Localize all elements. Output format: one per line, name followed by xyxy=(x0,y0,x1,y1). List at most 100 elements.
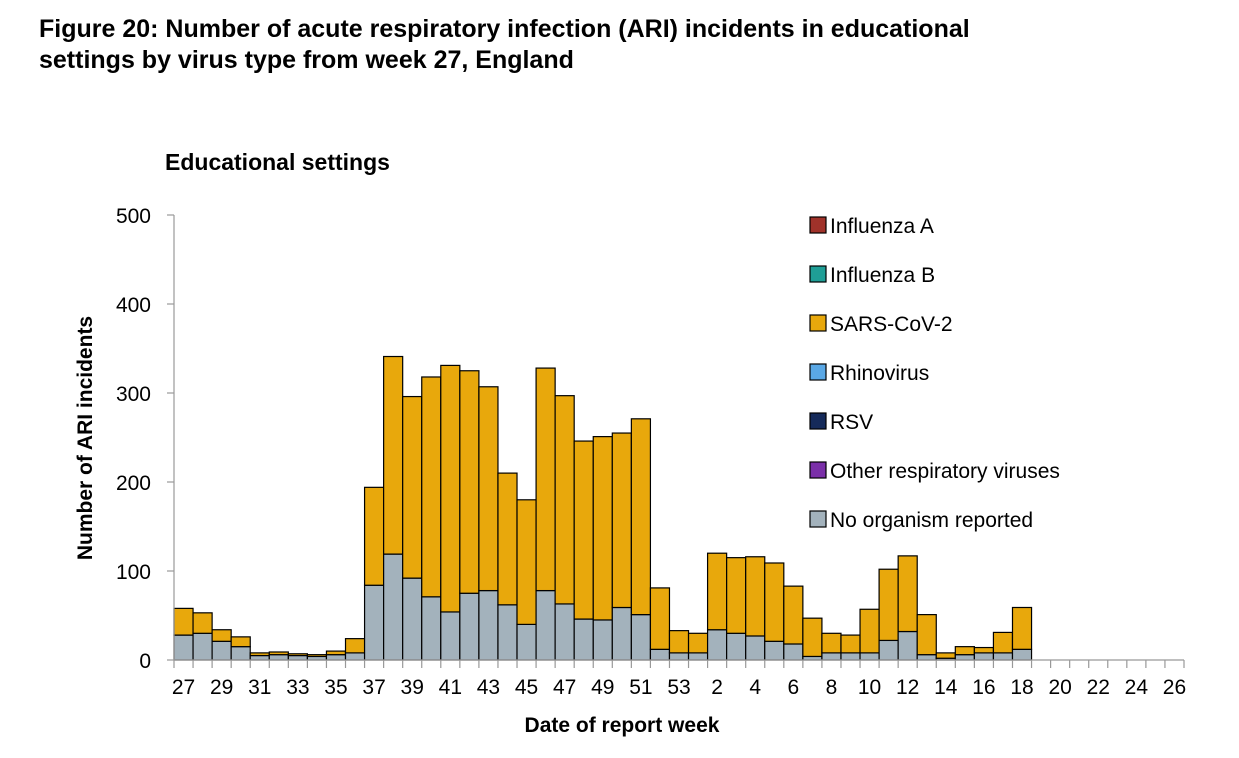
bar-segment xyxy=(573,618,594,661)
x-tick-label: 35 xyxy=(324,676,347,699)
x-tick-label: 27 xyxy=(172,676,195,699)
bar-segment xyxy=(992,652,1014,661)
legend-swatch xyxy=(809,461,827,479)
x-tick-label: 2 xyxy=(711,676,723,699)
bar-segment xyxy=(745,556,766,637)
bar-segment xyxy=(783,585,804,645)
bar-segment xyxy=(649,587,671,650)
legend-swatch xyxy=(809,265,827,283)
bar-segment xyxy=(478,386,499,592)
bars-group xyxy=(173,355,1033,661)
x-tick-label: 37 xyxy=(362,676,385,699)
bar-segment xyxy=(630,614,652,661)
x-tick-label: 6 xyxy=(787,676,799,699)
bar-segment xyxy=(706,629,728,661)
legend-swatch xyxy=(809,314,827,332)
legend-label: Influenza A xyxy=(830,215,934,238)
x-tick-label: 18 xyxy=(1010,676,1033,699)
x-tick-label: 8 xyxy=(826,676,838,699)
legend-label: Other respiratory viruses xyxy=(830,460,1060,483)
y-tick-label: 300 xyxy=(116,383,151,406)
bar-segment xyxy=(173,634,194,661)
x-tick-label: 12 xyxy=(896,676,919,699)
bar-segment xyxy=(440,611,461,661)
x-tick-label: 53 xyxy=(667,676,690,699)
bar-segment xyxy=(211,640,232,661)
x-tick-label: 31 xyxy=(248,676,271,699)
bar-segment xyxy=(192,612,213,634)
bar-segment xyxy=(935,652,956,659)
x-tick-label: 10 xyxy=(858,676,881,699)
x-tick-label: 16 xyxy=(972,676,995,699)
bar-segment xyxy=(249,654,270,661)
bar-segment xyxy=(344,638,366,654)
figure-title-line-1: Figure 20: Number of acute respiratory i… xyxy=(39,15,970,43)
bar-segment xyxy=(383,553,404,661)
bar-segment xyxy=(344,652,366,661)
bar-segment xyxy=(230,646,251,661)
bar-segment xyxy=(497,604,518,661)
x-tick-label: 22 xyxy=(1087,676,1110,699)
bar-segment xyxy=(402,577,423,661)
x-tick-label: 26 xyxy=(1163,676,1186,699)
legend-label: Rhinovirus xyxy=(830,362,929,385)
bar-segment xyxy=(173,607,194,636)
figure-title-line-2: settings by virus type from week 27, Eng… xyxy=(39,46,574,74)
bar-segment xyxy=(954,654,975,661)
bar-segment xyxy=(497,472,518,606)
bar-segment xyxy=(592,436,613,621)
bar-segment xyxy=(535,367,556,592)
bar-segment xyxy=(249,652,270,657)
bar-segment xyxy=(859,652,880,661)
y-tick-label: 200 xyxy=(116,472,151,495)
bar-segment xyxy=(363,486,385,586)
x-tick-label: 41 xyxy=(439,676,462,699)
bar-segment xyxy=(516,499,537,625)
bar-segment xyxy=(459,370,480,594)
bar-segment xyxy=(764,562,785,642)
x-tick-label: 14 xyxy=(934,676,958,699)
bar-segment xyxy=(459,592,480,661)
bar-segment xyxy=(706,552,728,631)
x-tick-label: 20 xyxy=(1048,676,1071,699)
bar-segment xyxy=(306,654,328,658)
bar-segment xyxy=(726,632,747,661)
x-tick-label: 49 xyxy=(591,676,614,699)
legend-swatch xyxy=(809,216,827,234)
bar-segment xyxy=(402,395,423,579)
x-axis-label: Date of report week xyxy=(525,714,720,737)
bar-segment xyxy=(668,652,690,661)
y-tick-label: 400 xyxy=(116,294,151,317)
bar-segment xyxy=(325,654,347,661)
bar-segment xyxy=(992,631,1014,654)
legend-swatch xyxy=(809,363,827,381)
bar-segment xyxy=(973,646,995,654)
bar-segment xyxy=(1011,648,1033,661)
bar-segment xyxy=(440,364,461,613)
bar-segment xyxy=(287,654,308,661)
x-tick-label: 45 xyxy=(515,676,538,699)
bar-segment xyxy=(897,630,918,661)
bar-segment xyxy=(802,617,823,658)
legend-label: Influenza B xyxy=(830,264,935,287)
bar-segment xyxy=(726,557,747,634)
bar-segment xyxy=(840,634,861,654)
bar-segment xyxy=(383,355,404,555)
bar-segment xyxy=(230,636,251,648)
bar-segment xyxy=(611,606,632,661)
bar-segment xyxy=(554,395,575,605)
bar-segment xyxy=(745,635,766,661)
bar-segment xyxy=(611,432,632,609)
bar-segment xyxy=(764,640,785,661)
chart-title: Educational settings xyxy=(165,149,390,175)
bar-segment xyxy=(783,643,804,661)
bar-segment xyxy=(1011,606,1033,650)
legend-label: SARS-CoV-2 xyxy=(830,313,953,336)
bar-segment xyxy=(211,629,232,642)
bar-segment xyxy=(363,584,385,661)
x-tick-label: 51 xyxy=(629,676,652,699)
x-tick-label: 33 xyxy=(286,676,309,699)
bar-segment xyxy=(592,619,613,661)
bar-segment xyxy=(478,589,499,661)
y-axis-label: Number of ARI incidents xyxy=(74,316,97,560)
